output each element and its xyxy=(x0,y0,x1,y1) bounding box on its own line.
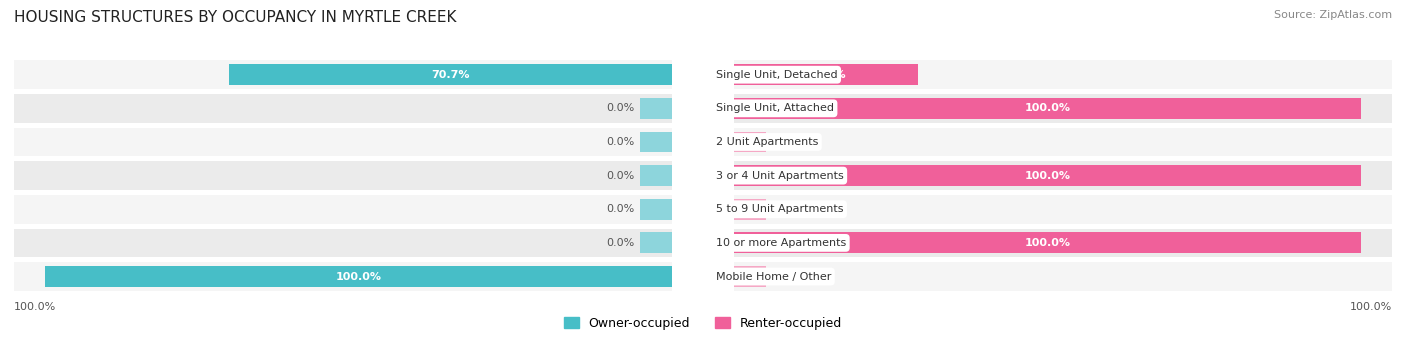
Text: 0.0%: 0.0% xyxy=(775,204,803,214)
Bar xyxy=(0,128,672,156)
Text: Mobile Home / Other: Mobile Home / Other xyxy=(716,271,831,282)
Bar xyxy=(734,128,1406,156)
Bar xyxy=(734,228,1406,257)
Bar xyxy=(734,94,1406,123)
Bar xyxy=(640,165,672,186)
Bar xyxy=(734,64,918,85)
Text: 0.0%: 0.0% xyxy=(775,271,803,282)
Bar xyxy=(0,60,672,89)
Text: 100.0%: 100.0% xyxy=(1025,238,1070,248)
Text: 100.0%: 100.0% xyxy=(336,271,381,282)
Text: 0.0%: 0.0% xyxy=(606,170,634,181)
Text: 0.0%: 0.0% xyxy=(606,238,634,248)
Bar xyxy=(734,266,766,287)
Bar xyxy=(734,161,1406,190)
Bar xyxy=(0,228,672,257)
Legend: Owner-occupied, Renter-occupied: Owner-occupied, Renter-occupied xyxy=(558,312,848,335)
Text: 0.0%: 0.0% xyxy=(606,204,634,214)
Text: HOUSING STRUCTURES BY OCCUPANCY IN MYRTLE CREEK: HOUSING STRUCTURES BY OCCUPANCY IN MYRTL… xyxy=(14,10,457,25)
Text: 5 to 9 Unit Apartments: 5 to 9 Unit Apartments xyxy=(716,204,844,214)
Text: 0.0%: 0.0% xyxy=(606,103,634,113)
Text: 0.0%: 0.0% xyxy=(775,137,803,147)
Text: 70.7%: 70.7% xyxy=(432,70,470,80)
Bar xyxy=(734,195,1406,224)
Text: 3 or 4 Unit Apartments: 3 or 4 Unit Apartments xyxy=(716,170,844,181)
Bar xyxy=(734,60,1406,89)
Bar xyxy=(734,132,766,152)
Text: 29.3%: 29.3% xyxy=(807,70,845,80)
Text: 0.0%: 0.0% xyxy=(606,137,634,147)
Bar xyxy=(640,199,672,220)
Text: 100.0%: 100.0% xyxy=(1350,302,1392,312)
Bar xyxy=(734,165,1361,186)
Bar xyxy=(640,98,672,119)
Bar xyxy=(45,266,672,287)
Bar xyxy=(734,98,1361,119)
Text: 10 or more Apartments: 10 or more Apartments xyxy=(716,238,846,248)
Text: Single Unit, Attached: Single Unit, Attached xyxy=(716,103,834,113)
Text: 100.0%: 100.0% xyxy=(14,302,56,312)
Bar xyxy=(734,233,1361,253)
Bar xyxy=(734,199,766,220)
Bar xyxy=(0,195,672,224)
Bar xyxy=(229,64,672,85)
Text: Source: ZipAtlas.com: Source: ZipAtlas.com xyxy=(1274,10,1392,20)
Text: Single Unit, Detached: Single Unit, Detached xyxy=(716,70,837,80)
Bar xyxy=(640,233,672,253)
Bar xyxy=(0,94,672,123)
Text: 100.0%: 100.0% xyxy=(1025,103,1070,113)
Text: 2 Unit Apartments: 2 Unit Apartments xyxy=(716,137,818,147)
Bar xyxy=(0,262,672,291)
Bar xyxy=(640,132,672,152)
Bar xyxy=(0,161,672,190)
Bar xyxy=(734,262,1406,291)
Text: 100.0%: 100.0% xyxy=(1025,170,1070,181)
